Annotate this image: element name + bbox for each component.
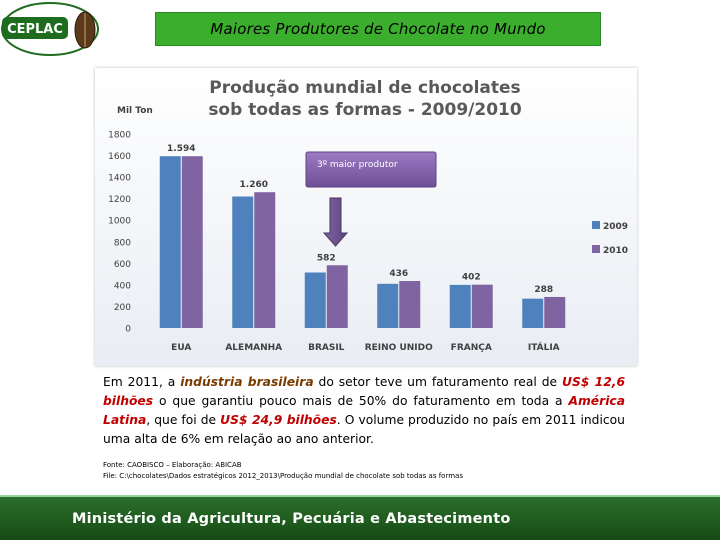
bar-2009-eua bbox=[159, 156, 181, 328]
text-highlight-industry: indústria brasileira bbox=[180, 375, 314, 389]
data-label: 436 bbox=[389, 269, 408, 279]
data-label: 288 bbox=[534, 285, 553, 295]
bar-2010-frança bbox=[471, 284, 493, 328]
y-tick-label: 1800 bbox=[108, 131, 131, 141]
annotation-box bbox=[305, 151, 437, 188]
y-tick-label: 0 bbox=[125, 325, 131, 335]
data-label: 1.594 bbox=[167, 144, 195, 154]
text-highlight-revenue: US$ 12,6 bilhões bbox=[103, 375, 625, 408]
footer-divider bbox=[0, 495, 720, 497]
y-tick-label: 800 bbox=[114, 238, 131, 248]
bar-2009-reino-unido bbox=[377, 283, 399, 328]
y-tick-label: 1600 bbox=[108, 152, 131, 162]
sources: Fonte: CAOBISCO – Elaboração: ABICAB Fil… bbox=[103, 460, 463, 482]
title-banner: Maiores Produtores de Chocolate no Mundo bbox=[155, 12, 601, 46]
y-tick-label: 1400 bbox=[108, 174, 131, 184]
y-tick-label: 600 bbox=[114, 260, 131, 270]
bar-2009-itália bbox=[522, 298, 544, 328]
data-label: 1.260 bbox=[240, 180, 268, 190]
text-part-3: do setor teve um faturamento real de bbox=[313, 375, 562, 389]
x-tick-label: REINO UNIDO bbox=[365, 343, 433, 353]
bar-2009-alemanha bbox=[232, 196, 254, 328]
data-label: 582 bbox=[317, 253, 336, 263]
text-part-1: Em 2011, a bbox=[103, 375, 181, 389]
annotation-arrow bbox=[322, 197, 349, 247]
x-tick-label: ITÁLIA bbox=[528, 341, 560, 353]
bar-2010-alemanha bbox=[254, 192, 276, 328]
legend-label: 2009 bbox=[603, 222, 628, 232]
page-title: Maiores Produtores de Chocolate no Mundo bbox=[210, 20, 546, 38]
chart: Produção mundial de chocolates sob todas… bbox=[95, 68, 637, 366]
y-axis-label: Mil Ton bbox=[117, 106, 153, 116]
logo-text: CEPLAC bbox=[7, 22, 63, 37]
y-tick-label: 1200 bbox=[108, 195, 131, 205]
y-tick-label: 400 bbox=[114, 281, 131, 291]
footer-bar: Ministério da Agricultura, Pecuária e Ab… bbox=[0, 497, 720, 540]
x-tick-label: EUA bbox=[171, 343, 191, 353]
footer-text: Ministério da Agricultura, Pecuária e Ab… bbox=[72, 510, 511, 527]
text-part-5: o que garantiu pouco mais de 50% do fatu… bbox=[153, 394, 569, 408]
bar-2010-brasil bbox=[326, 265, 348, 328]
x-tick-label: ALEMANHA bbox=[225, 343, 282, 353]
y-tick-label: 1000 bbox=[108, 217, 131, 227]
bar-2009-brasil bbox=[304, 272, 326, 328]
text-part-7: , que foi de bbox=[146, 413, 221, 427]
text-part-9: . O volume produzido no país em 2011 ind… bbox=[103, 413, 625, 446]
bar-2010-eua bbox=[181, 156, 203, 328]
x-tick-label: FRANÇA bbox=[451, 343, 492, 353]
y-tick-label: 200 bbox=[114, 303, 131, 313]
file-path-line: File: C:\chocolates\Dados estratégicos 2… bbox=[103, 472, 463, 480]
chart-title: Produção mundial de chocolates bbox=[209, 78, 520, 98]
description-paragraph: Em 2011, a indústria brasileira do setor… bbox=[103, 373, 625, 449]
x-tick-label: BRASIL bbox=[308, 343, 345, 353]
source-line: Fonte: CAOBISCO – Elaboração: ABICAB bbox=[103, 461, 242, 469]
legend-swatch bbox=[592, 221, 600, 229]
legend-swatch bbox=[592, 245, 600, 253]
bar-2010-itália bbox=[544, 296, 566, 328]
chart-frame: Produção mundial de chocolates sob todas… bbox=[95, 68, 637, 366]
annotation-text: 3º maior produtor bbox=[317, 160, 398, 170]
bar-2009-frança bbox=[449, 284, 471, 328]
text-highlight-latin-america: América Latina bbox=[103, 394, 625, 427]
ceplac-logo: CEPLAC bbox=[0, 0, 102, 58]
bar-2010-reino-unido bbox=[399, 281, 421, 328]
chart-subtitle: sob todas as formas - 2009/2010 bbox=[208, 100, 522, 120]
legend-label: 2010 bbox=[603, 246, 628, 256]
text-highlight-latam-revenue: US$ 24,9 bilhões bbox=[220, 413, 337, 427]
data-label: 402 bbox=[462, 273, 481, 283]
